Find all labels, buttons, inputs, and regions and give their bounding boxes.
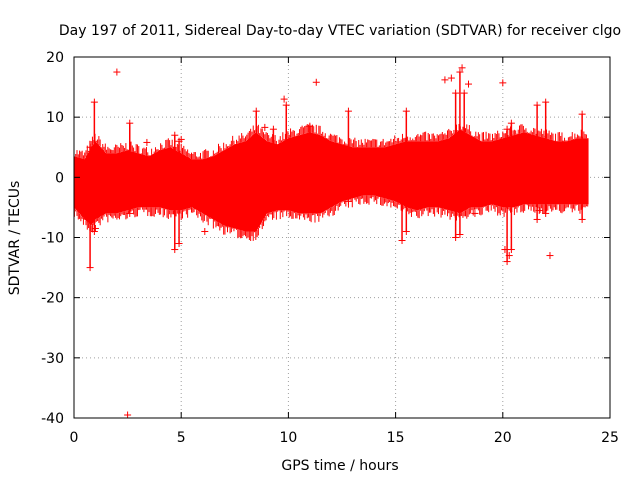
data-point <box>533 101 541 109</box>
data-point-outlier <box>261 123 269 131</box>
data-point <box>90 98 98 106</box>
y-tick-label: -20 <box>41 291 64 307</box>
data-point-outlier <box>535 206 543 214</box>
data-point-outlier <box>113 68 121 76</box>
data-point <box>578 110 586 118</box>
data-point-outlier <box>143 138 151 146</box>
data-point <box>126 119 134 127</box>
data-point <box>90 227 98 235</box>
data-point-outlier <box>458 64 466 72</box>
data-point <box>507 246 515 254</box>
data-point <box>398 143 406 151</box>
data-point <box>269 125 277 133</box>
data-point <box>175 240 183 248</box>
data-point-outlier <box>312 78 320 86</box>
data-point-outlier <box>177 135 185 143</box>
data-point <box>398 237 406 245</box>
data-point-outlier <box>499 79 507 87</box>
data-point <box>542 209 550 217</box>
grid <box>74 57 610 418</box>
data-point <box>269 203 277 211</box>
y-tick-label: 10 <box>46 110 64 126</box>
data-point <box>344 107 352 115</box>
data-point-outlier <box>280 95 288 103</box>
data-point-outlier <box>501 246 509 254</box>
data-point <box>456 68 464 76</box>
data-point <box>578 215 586 223</box>
x-tick-label: 0 <box>70 430 79 446</box>
data-point <box>402 107 410 115</box>
data-point <box>507 119 515 127</box>
y-tick-label: 0 <box>55 170 64 186</box>
data-point <box>252 107 260 115</box>
x-tick-label: 15 <box>387 430 405 446</box>
data-point <box>452 234 460 241</box>
data-point-outlier <box>91 224 99 232</box>
data-point <box>282 197 290 205</box>
data-point <box>542 98 550 106</box>
data-point <box>306 122 314 130</box>
data-point <box>503 125 511 133</box>
y-tick-label: 20 <box>46 50 64 66</box>
data-point <box>533 215 541 223</box>
data-point <box>126 209 134 217</box>
data-point <box>252 209 260 217</box>
data-point-outlier <box>124 411 132 419</box>
x-axis-label: GPS time / hours <box>281 458 398 474</box>
data-point <box>306 203 314 211</box>
data-point-outlier <box>447 74 455 82</box>
data-point-outlier <box>559 140 567 148</box>
data-point-outlier <box>471 209 479 217</box>
x-tick-label: 10 <box>279 430 297 446</box>
data-series <box>73 64 589 419</box>
y-tick-label: -40 <box>41 411 64 427</box>
chart-title: Day 197 of 2011, Sidereal Day-to-day VTE… <box>59 23 621 39</box>
data-point <box>86 264 94 272</box>
data-point-outlier <box>464 80 472 88</box>
data-point <box>452 89 460 97</box>
data-point <box>86 143 94 151</box>
data-point <box>503 258 511 266</box>
x-tick-label: 20 <box>494 430 512 446</box>
data-point <box>171 131 179 139</box>
data-point <box>171 246 179 254</box>
y-tick-label: -10 <box>41 231 64 247</box>
x-tick-label: 5 <box>177 430 186 446</box>
data-point <box>456 230 464 238</box>
data-point <box>402 227 410 235</box>
axis-ticks: 0 5 10 15 20 25 20 10 0 -10 -20 -30 -40 <box>41 50 619 446</box>
data-point-outlier <box>505 252 513 260</box>
data-point-outlier <box>201 227 209 235</box>
data-point-outlier <box>546 252 554 260</box>
data-point <box>282 101 290 109</box>
data-point <box>460 89 468 97</box>
y-axis-label: SDTVAR / TECUs <box>7 181 23 296</box>
x-tick-label: 25 <box>601 430 619 446</box>
data-point <box>344 197 352 205</box>
data-point <box>460 203 468 211</box>
data-point-outlier <box>441 76 449 84</box>
y-tick-label: -30 <box>41 351 64 367</box>
